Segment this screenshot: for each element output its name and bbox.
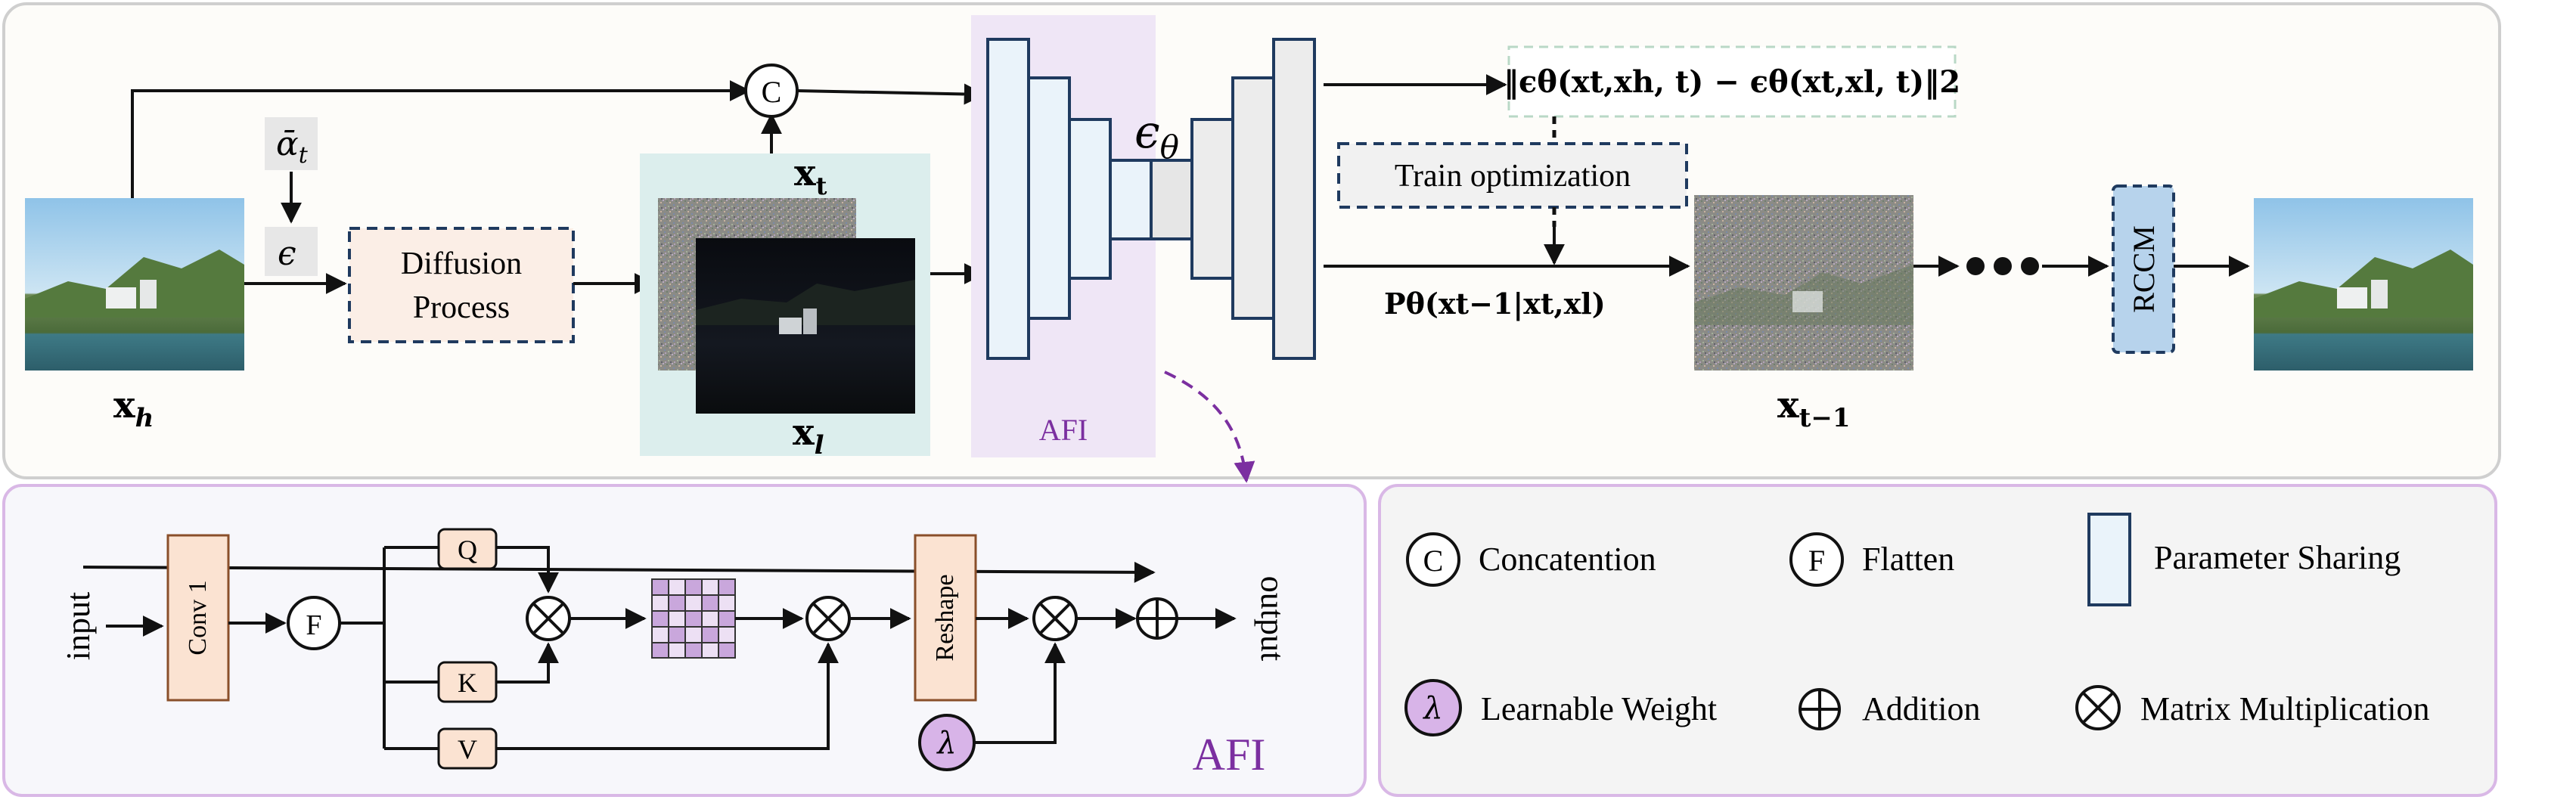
legend-concat-icon bbox=[1406, 532, 1460, 587]
posterior-label: Pθ(xt−1|xt,xl) bbox=[1384, 287, 1606, 321]
rccm-box bbox=[2112, 184, 2175, 354]
legend-matmul-label: Matrix Multiplication bbox=[2140, 690, 2430, 727]
q-label: Q bbox=[458, 535, 477, 565]
legend-sharing-label: Parameter Sharing bbox=[2154, 539, 2401, 576]
rccm-label: RCCM bbox=[2127, 225, 2161, 313]
output-image bbox=[2254, 198, 2473, 370]
diffusion-process-box bbox=[348, 227, 575, 343]
afi-region-label: AFI bbox=[1039, 413, 1088, 447]
afi-panel-title: AFI bbox=[1193, 730, 1266, 780]
v-label: V bbox=[458, 734, 477, 764]
matmul-node-3 bbox=[1032, 596, 1078, 641]
flatten-symbol: F bbox=[306, 609, 321, 641]
conv1-box bbox=[166, 534, 230, 702]
loss-formula: ‖ϵθ(xt,xh, t) − ϵθ(xt,xl, t)‖2 bbox=[1504, 64, 1960, 100]
arrow-v-to-mul2 bbox=[496, 642, 839, 750]
ellipsis-dots bbox=[1966, 257, 2039, 275]
train-optimization-label: Train optimization bbox=[1395, 159, 1631, 194]
legend-addition-icon bbox=[1799, 688, 1841, 730]
legend-panel bbox=[1378, 484, 2497, 797]
add-node bbox=[1136, 597, 1178, 640]
arrow-q-to-mul1 bbox=[496, 546, 559, 594]
legend-sharing-icon bbox=[2087, 513, 2131, 606]
afi-input-label: input bbox=[60, 592, 97, 660]
train-optimization-box bbox=[1337, 142, 1688, 209]
legend-concat-symbol: C bbox=[1423, 544, 1444, 578]
alpha-box bbox=[265, 117, 318, 170]
matmul-node-1 bbox=[526, 596, 571, 641]
legend-lambda-symbol: λ bbox=[1422, 691, 1442, 726]
legend-lambda-label: Learnable Weight bbox=[1481, 690, 1717, 727]
legend-flatten-icon bbox=[1789, 532, 1844, 587]
arrow-xh-to-concat bbox=[131, 80, 751, 198]
legend-flatten-symbol: F bbox=[1808, 544, 1825, 578]
afi-detail-pointer bbox=[1164, 370, 1255, 483]
unet-decoder bbox=[1190, 38, 1316, 360]
legend-matmul-icon bbox=[2075, 685, 2121, 730]
alpha-label: ᾱt bbox=[276, 125, 309, 169]
conv1-label: Conv 1 bbox=[184, 580, 212, 655]
arrow-k-to-mul1 bbox=[496, 642, 559, 684]
k-label: K bbox=[458, 668, 477, 698]
arrow-lambda-to-mul3 bbox=[974, 642, 1066, 744]
input-image-hr bbox=[25, 198, 244, 370]
epsilon-label: ϵ bbox=[278, 234, 296, 273]
qkv-branch-lines bbox=[340, 546, 439, 750]
legend-lambda-icon bbox=[1404, 679, 1462, 736]
x-t-label: xt bbox=[794, 152, 827, 200]
eps-theta-label: ϵθ bbox=[1134, 106, 1179, 166]
afi-output-label: output bbox=[1254, 576, 1291, 661]
diffusion-line2: Process bbox=[413, 290, 510, 325]
concat-symbol: C bbox=[762, 75, 782, 109]
unet-bottleneck bbox=[1150, 159, 1193, 240]
legend-flatten-label: Flatten bbox=[1862, 541, 1954, 578]
x-h-label: xh bbox=[113, 384, 154, 433]
legend-concat-label: Concatention bbox=[1479, 541, 1656, 578]
diffusion-line1: Diffusion bbox=[401, 246, 522, 281]
matmul-node-2 bbox=[805, 596, 851, 641]
lowlight-image-xl bbox=[696, 238, 915, 414]
arrow-concat-to-unet bbox=[796, 83, 985, 105]
x-tm1-label: xt−1 bbox=[1777, 384, 1850, 433]
attention-map bbox=[651, 578, 736, 659]
x-l-label: xl bbox=[793, 411, 824, 460]
reshape-label: Reshape bbox=[931, 574, 959, 661]
loss-box bbox=[1507, 45, 1957, 118]
reshape-box bbox=[914, 534, 977, 702]
epsilon-box bbox=[265, 227, 318, 276]
legend-addition-label: Addition bbox=[1862, 690, 1980, 727]
lambda-symbol: λ bbox=[936, 726, 956, 761]
